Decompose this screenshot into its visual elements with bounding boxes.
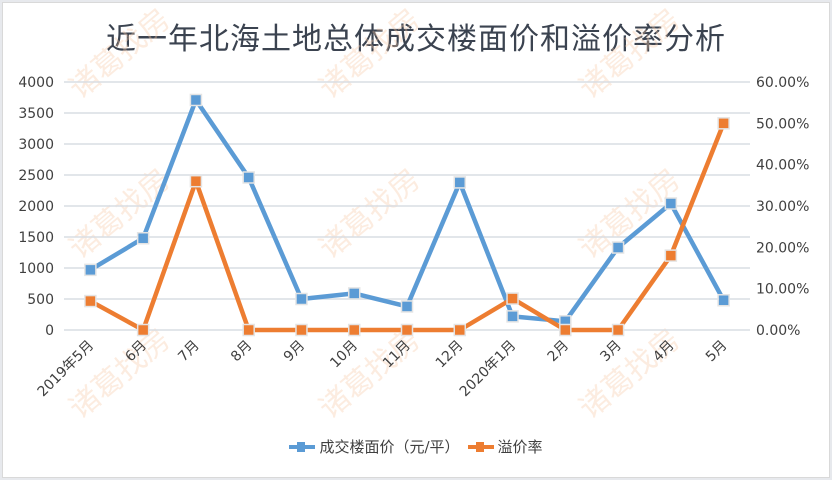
y-right-tick: 20.00% — [756, 240, 809, 256]
chart-title: 近一年北海土地总体成交楼面价和溢价率分析 — [106, 22, 726, 57]
data-point-marker — [453, 323, 467, 337]
y-left-tick: 3000 — [18, 137, 54, 153]
y-right-tick: 10.00% — [756, 282, 809, 298]
data-point-marker — [453, 176, 467, 189]
data-point-marker — [717, 293, 730, 307]
data-point-marker — [717, 117, 730, 130]
data-point-marker — [295, 323, 308, 337]
x-axis-label: 2020年1月 — [457, 338, 520, 401]
legend-premium-marker-icon — [467, 441, 494, 452]
data-point-marker — [295, 292, 308, 306]
data-point-marker — [136, 231, 150, 245]
y-left-tick: 4000 — [18, 75, 54, 91]
data-point-marker — [506, 310, 519, 323]
x-axis-label: 7月 — [175, 338, 203, 366]
data-point-marker — [400, 323, 414, 337]
x-axis-label: 8月 — [228, 338, 256, 366]
watermark-text: 诸葛找房 — [63, 322, 177, 426]
data-point-marker — [136, 323, 150, 337]
data-point-marker — [611, 241, 625, 254]
data-point-marker — [347, 323, 361, 337]
data-point-marker — [506, 292, 519, 305]
y-left-tick: 2000 — [18, 199, 54, 215]
data-point-marker — [347, 287, 361, 300]
y-left-tick: 0 — [45, 323, 54, 339]
y-left-tick: 2500 — [18, 168, 54, 184]
data-point-marker — [84, 294, 97, 308]
data-point-marker — [664, 249, 678, 262]
x-axis-label: 2月 — [545, 338, 573, 366]
data-point-marker — [84, 263, 97, 277]
y-left-tick: 3500 — [18, 106, 54, 122]
data-point-marker — [189, 93, 203, 107]
x-axis-label: 5月 — [703, 338, 731, 366]
y-right-tick: 60.00% — [756, 75, 809, 91]
data-point-marker — [242, 323, 255, 337]
watermark-text: 诸葛找房 — [63, 2, 177, 106]
data-point-marker — [400, 300, 414, 313]
legend-price-label: 成交楼面价（元/平） — [319, 438, 460, 456]
y-right-tick: 40.00% — [756, 158, 809, 174]
data-point-marker — [242, 171, 255, 184]
data-point-marker — [664, 197, 678, 210]
data-point-marker — [189, 174, 203, 188]
y-left-tick: 1500 — [18, 230, 54, 246]
legend-premium-label: 溢价率 — [497, 438, 543, 456]
data-point-marker — [611, 323, 625, 337]
watermark-text: 诸葛找房 — [313, 322, 427, 426]
legend-item-premium: 溢价率 — [467, 436, 543, 457]
y-left-tick: 1000 — [18, 261, 54, 277]
data-point-marker — [559, 323, 572, 337]
legend-item-price: 成交楼面价（元/平） — [289, 436, 460, 457]
x-axis-label: 12月 — [433, 338, 467, 372]
watermark-text: 诸葛找房 — [573, 322, 687, 426]
watermark-text: 诸葛找房 — [313, 162, 427, 266]
legend-price-marker-icon — [289, 441, 316, 452]
y-right-tick: 30.00% — [756, 199, 809, 215]
y-right-tick: 0.00% — [756, 323, 800, 339]
legend: 成交楼面价（元/平） 溢价率 — [0, 436, 832, 457]
y-right-tick: 50.00% — [756, 116, 809, 132]
y-left-tick: 500 — [27, 292, 54, 308]
watermark-text: 诸葛找房 — [313, 2, 427, 106]
watermark-text: 诸葛找房 — [573, 2, 687, 106]
x-axis-label: 9月 — [281, 338, 309, 366]
